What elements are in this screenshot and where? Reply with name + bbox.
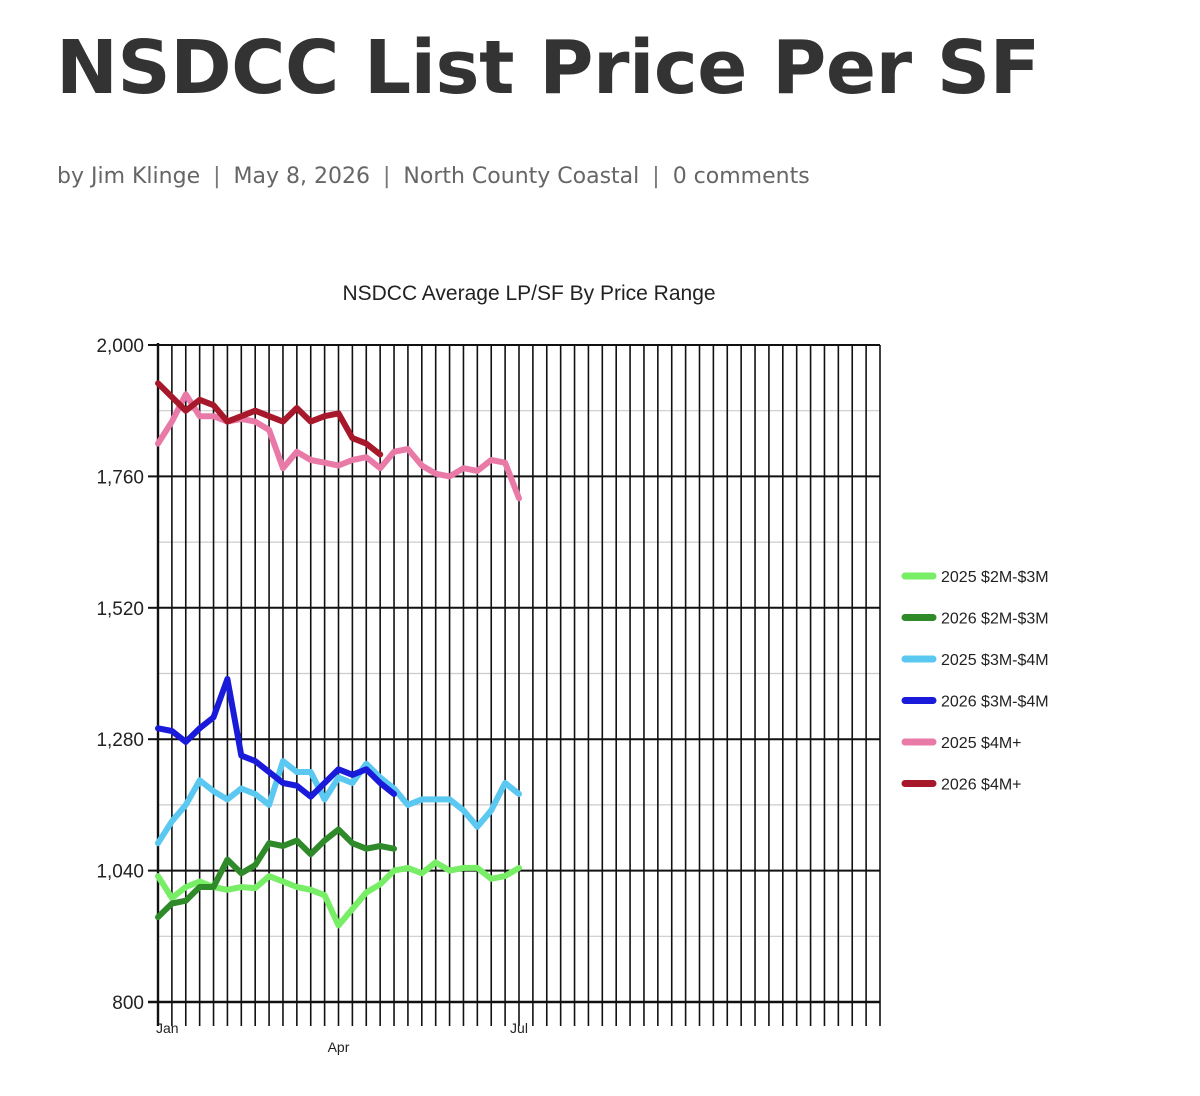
series-line (155, 826, 397, 921)
y-tick-label: 1,520 (96, 599, 144, 620)
comments-link[interactable]: 0 comments (672, 164, 810, 189)
post-date: May 8, 2026 (233, 164, 370, 189)
meta-separator: | (382, 164, 391, 189)
chart-title: NSDCC Average LP/SF By Price Range (342, 282, 715, 305)
x-tick-label: Apr (328, 1039, 350, 1055)
series-line (155, 380, 384, 458)
series-line (155, 391, 522, 502)
legend-label: 2025 $4M+ (941, 735, 1022, 752)
y-tick-label: 1,760 (96, 467, 144, 488)
legend-label: 2026 $4M+ (941, 777, 1022, 794)
legend-label: 2026 $2M-$3M (941, 611, 1049, 628)
category-link[interactable]: North County Coastal (403, 164, 640, 189)
author-link[interactable]: Jim Klinge (90, 164, 201, 189)
post-title: NSDCC List Price Per SF (56, 25, 1040, 111)
meta-separator: | (652, 164, 660, 189)
y-tick-label: 2,000 (96, 336, 144, 357)
series-line (155, 859, 522, 929)
y-tick-label: 1,280 (96, 730, 144, 751)
y-tick-label: 800 (112, 993, 144, 1014)
legend-label: 2025 $2M-$3M (941, 569, 1049, 586)
by-label: by (57, 164, 84, 189)
x-tick-label: Jan (156, 1020, 179, 1036)
post-meta: by Jim Klinge | May 8, 2026 | North Coun… (57, 160, 810, 194)
legend-label: 2025 $3M-$4M (941, 652, 1049, 669)
meta-separator: | (213, 164, 221, 189)
x-tick-label: Jul (510, 1020, 528, 1036)
series-line (155, 758, 522, 847)
legend-label: 2026 $3M-$4M (941, 694, 1049, 711)
series-line (155, 676, 397, 800)
y-tick-label: 1,040 (96, 862, 144, 883)
